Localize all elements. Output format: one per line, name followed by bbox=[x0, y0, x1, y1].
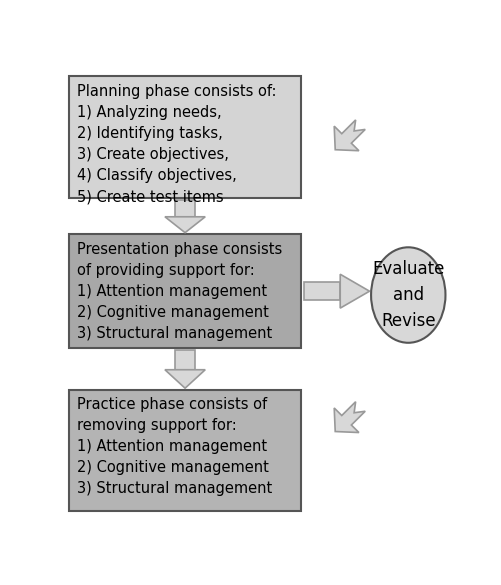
FancyBboxPatch shape bbox=[69, 390, 301, 511]
FancyBboxPatch shape bbox=[69, 234, 301, 348]
FancyBboxPatch shape bbox=[69, 77, 301, 198]
Text: Presentation phase consists
of providing support for:
1) Attention management
2): Presentation phase consists of providing… bbox=[77, 242, 282, 341]
Text: Planning phase consists of:
1) Analyzing needs,
2) Identifying tasks,
3) Create : Planning phase consists of: 1) Analyzing… bbox=[77, 84, 276, 204]
Polygon shape bbox=[175, 199, 195, 217]
Text: Practice phase consists of
removing support for:
1) Attention management
2) Cogn: Practice phase consists of removing supp… bbox=[77, 397, 272, 497]
Polygon shape bbox=[165, 217, 205, 233]
Polygon shape bbox=[305, 283, 340, 300]
Polygon shape bbox=[165, 370, 205, 388]
Ellipse shape bbox=[371, 247, 445, 343]
Polygon shape bbox=[334, 402, 365, 432]
Text: Evaluate
and
Revise: Evaluate and Revise bbox=[372, 260, 444, 331]
Polygon shape bbox=[175, 350, 195, 370]
Polygon shape bbox=[340, 274, 370, 308]
Polygon shape bbox=[334, 120, 365, 151]
